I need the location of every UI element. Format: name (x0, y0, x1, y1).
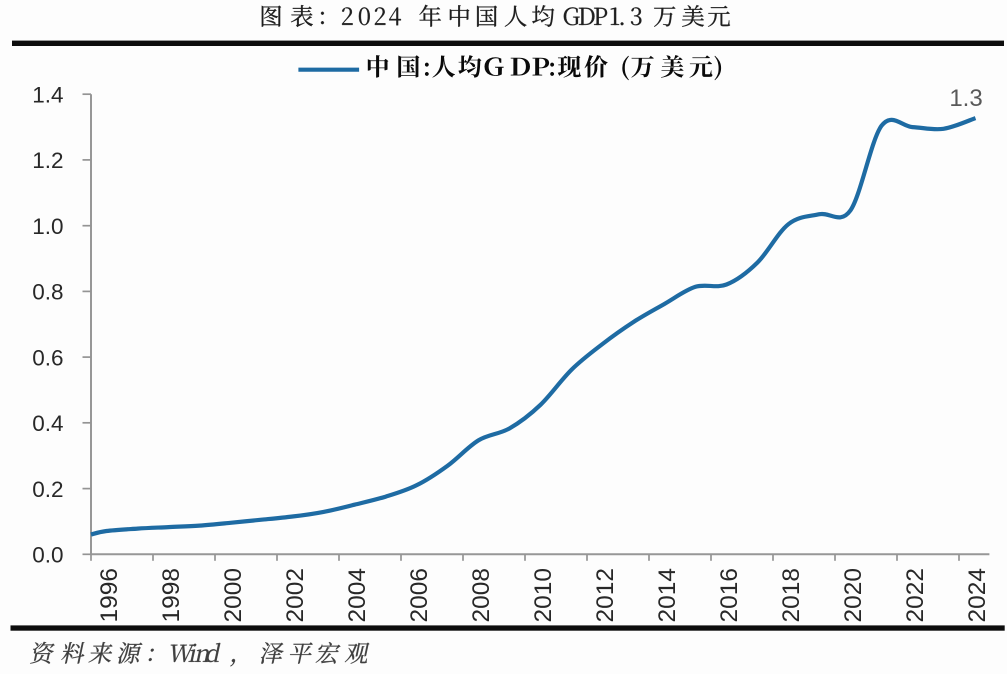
svg-text:2006: 2006 (406, 568, 433, 623)
svg-text:2008: 2008 (468, 568, 495, 623)
svg-text:0.0: 0.0 (32, 543, 63, 568)
svg-text:2000: 2000 (220, 568, 247, 623)
svg-text:2016: 2016 (716, 568, 743, 623)
svg-text:0.8: 0.8 (32, 280, 63, 305)
svg-text:2024: 2024 (964, 568, 991, 623)
svg-text:2014: 2014 (654, 568, 681, 623)
svg-text:1.0: 1.0 (32, 214, 63, 239)
svg-text:1996: 1996 (96, 568, 123, 623)
svg-text:1.4: 1.4 (32, 82, 63, 107)
svg-text:0.4: 0.4 (32, 411, 63, 436)
svg-text:1.2: 1.2 (32, 148, 63, 173)
svg-text:2010: 2010 (530, 568, 557, 623)
svg-text:2018: 2018 (778, 568, 805, 623)
svg-text:1998: 1998 (158, 568, 185, 623)
svg-text:2002: 2002 (282, 568, 309, 623)
svg-text:2004: 2004 (344, 568, 371, 623)
svg-text:0.6: 0.6 (32, 345, 63, 370)
svg-text:2012: 2012 (592, 568, 619, 623)
svg-text:2020: 2020 (840, 568, 867, 623)
svg-text:0.2: 0.2 (32, 477, 63, 502)
svg-text:2022: 2022 (902, 568, 929, 623)
svg-text:1.3: 1.3 (949, 85, 982, 112)
